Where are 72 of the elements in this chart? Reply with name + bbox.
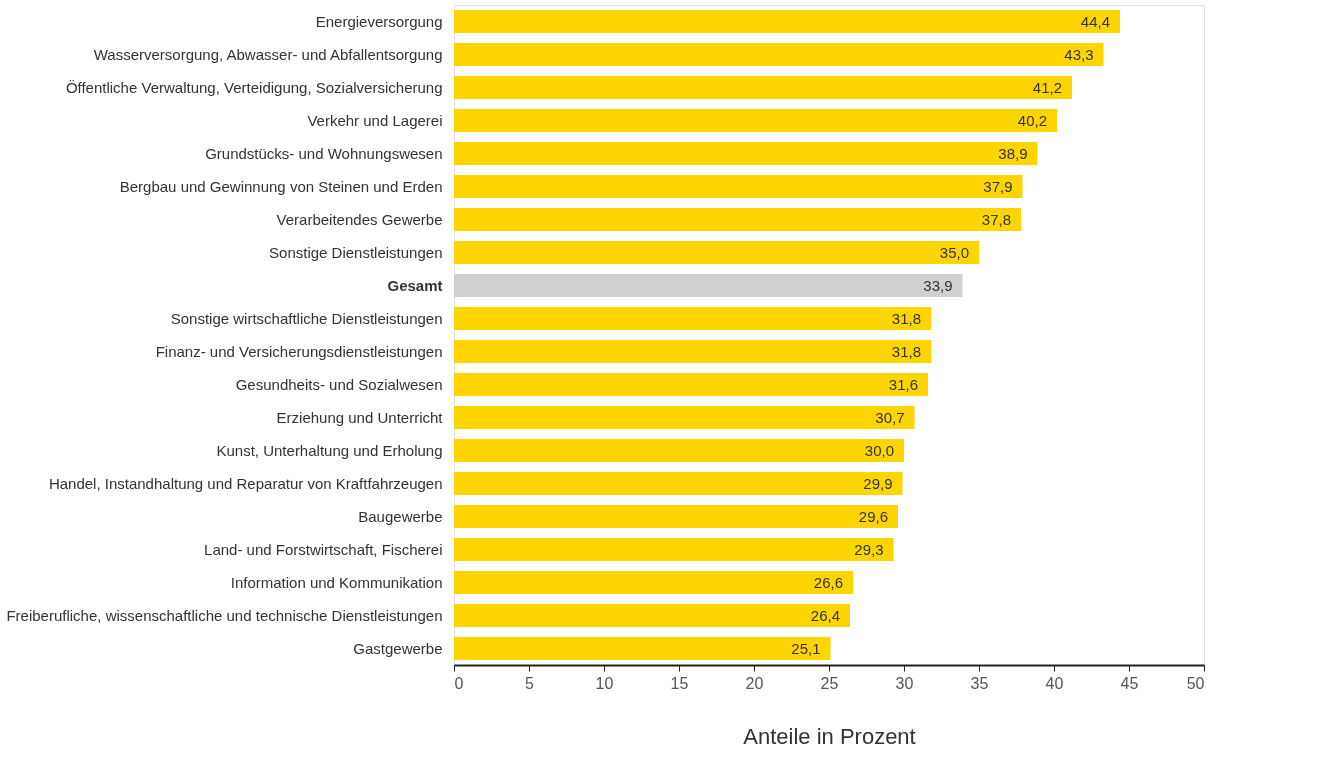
- bar: [454, 306, 931, 331]
- y-tick-label: Öffentliche Verwaltung, Verteidigung, Sozialversicherung: [65, 78, 443, 96]
- y-tick-label: Sonstige wirtschaftliche Dienstleistungen: [170, 309, 443, 327]
- x-tick-label: 5: [525, 674, 535, 692]
- bar: [454, 570, 853, 595]
- x-tick-label: 30: [895, 674, 914, 692]
- data-label: 29,9: [863, 474, 893, 492]
- data-label: 41,2: [1032, 78, 1062, 96]
- x-tick-label: 15: [670, 674, 689, 692]
- y-tick-label: Handel, Instandhaltung und Reparatur von Kraftfahrzeugen: [48, 474, 443, 492]
- x-tick-label: 0: [454, 674, 464, 692]
- y-tick-label: Sonstige Dienstleistungen: [269, 243, 443, 261]
- y-tick-label: Verarbeitendes Gewerbe: [276, 210, 443, 228]
- x-tick-label: 35: [970, 674, 989, 692]
- y-tick-label: Verkehr und Lagerei: [307, 111, 443, 129]
- data-label: 25,1: [791, 639, 821, 657]
- y-tick-label: Erziehung und Unterricht: [276, 408, 444, 426]
- y-tick-label: Information und Kommunikation: [230, 573, 443, 591]
- bar: [454, 42, 1104, 67]
- y-tick-label: Wasserversorgung, Abwasser- und Abfallentsorgung: [93, 45, 443, 63]
- data-label: 33,9: [923, 276, 953, 294]
- bar: [454, 141, 1038, 166]
- x-tick-label: 10: [595, 674, 614, 692]
- bar: [454, 9, 1120, 34]
- y-tick-label: Land- und Forstwirtschaft, Fischerei: [204, 540, 443, 558]
- y-tick-label: Gastgewerbe: [353, 639, 443, 657]
- data-label: 29,3: [854, 540, 884, 558]
- data-label: 30,0: [864, 441, 894, 459]
- bar: [454, 75, 1072, 100]
- data-label: 26,4: [810, 606, 840, 624]
- y-tick-label: Freiberufliche, wissenschaftliche und technische Dienstleistungen: [6, 606, 443, 624]
- y-tick-label: Energieversorgung: [315, 12, 443, 30]
- data-label: 38,9: [998, 144, 1028, 162]
- bar: [454, 174, 1023, 199]
- x-tick-label: 20: [745, 674, 764, 692]
- y-tick-label: Gesamt: [387, 276, 443, 294]
- bar: [454, 207, 1021, 232]
- data-label: 30,7: [875, 408, 905, 426]
- y-tick-label: Gesundheits- und Sozialwesen: [235, 375, 443, 393]
- bar: [454, 339, 931, 364]
- data-label: 29,6: [858, 507, 888, 525]
- x-tick-label: 25: [820, 674, 839, 692]
- data-label: 31,6: [888, 375, 918, 393]
- bar: [454, 240, 979, 265]
- bar: [454, 537, 894, 562]
- data-label: 31,8: [891, 309, 921, 327]
- bar: [454, 405, 915, 430]
- data-label: 37,8: [981, 210, 1011, 228]
- data-label: 44,4: [1080, 12, 1110, 30]
- bar: [454, 108, 1057, 133]
- y-tick-label: Bergbau und Gewinnung von Steinen und Erden: [119, 177, 443, 195]
- y-tick-label: Finanz- und Versicherungsdienstleistungen: [155, 342, 443, 360]
- y-tick-label: Grundstücks- und Wohnungswesen: [205, 144, 443, 162]
- bar: [454, 636, 831, 661]
- x-tick-label: 45: [1120, 674, 1139, 692]
- bar: [454, 372, 928, 397]
- data-label: 35,0: [939, 243, 969, 261]
- data-label: 40,2: [1017, 111, 1047, 129]
- bar: [454, 603, 850, 628]
- bar: [454, 504, 898, 529]
- data-label: 26,6: [813, 573, 843, 591]
- x-tick-label: 50: [1186, 674, 1205, 692]
- y-tick-label: Baugewerbe: [358, 507, 443, 525]
- data-label: 43,3: [1064, 45, 1094, 63]
- x-tick-label: 40: [1045, 674, 1064, 692]
- bar: [454, 273, 963, 298]
- y-tick-label: Kunst, Unterhaltung und Erholung: [216, 441, 443, 459]
- data-label: 37,9: [983, 177, 1013, 195]
- data-label: 31,8: [891, 342, 921, 360]
- bar: [454, 471, 903, 496]
- x-axis-title: Anteile in Prozent: [743, 723, 916, 749]
- bar: [454, 438, 904, 463]
